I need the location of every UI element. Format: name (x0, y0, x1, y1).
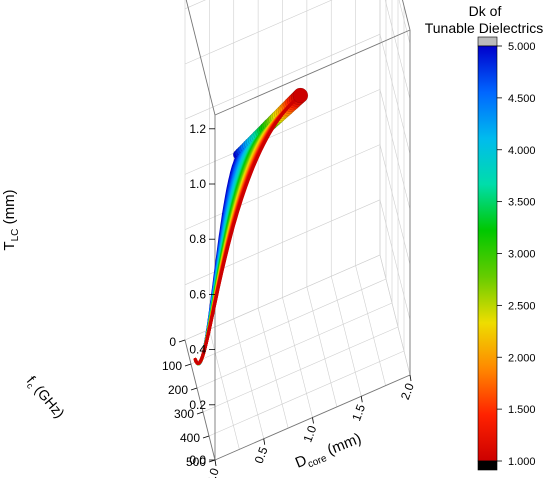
y-tick-mark (184, 363, 192, 367)
y-tick-label: 100 (162, 359, 182, 373)
z-tick-label: 0.0 (189, 453, 206, 467)
z-axis-label-unit: (mm) (1, 189, 18, 228)
colorbar-under-swatch (477, 460, 498, 471)
end-marker-dk-1 (292, 87, 309, 104)
y-axis-ticks: 0 100 200 300 400 500 (162, 335, 216, 469)
grid-line (257, 308, 289, 429)
colorbar-tick-label: 3.000 (508, 249, 536, 261)
y-tick-mark (208, 459, 216, 463)
grid-line (384, 0, 411, 100)
colorbar-tick-label: 1.000 (508, 456, 536, 468)
x-axis-ticks: 0.00.51.01.52.0 (203, 374, 417, 478)
y-tick-label: 0 (169, 335, 176, 349)
colorbar-title-line1: Dk of (469, 3, 502, 19)
frame-edge (184, 339, 216, 461)
x-tick-mark (214, 459, 217, 467)
y-tick-mark (196, 411, 204, 415)
grid-line (184, 89, 381, 175)
z-tick-label: 0.8 (189, 232, 206, 246)
grid-line (379, 254, 411, 376)
y-tick-label: 200 (168, 383, 188, 397)
z-axis-label-main: T (1, 241, 18, 250)
grid-line (306, 286, 338, 407)
colorbar-ticks: 1.000 1.500 2.000 2.500 3.000 3.500 4.000 4.500… (497, 41, 536, 468)
y-tick-mark (202, 435, 210, 439)
x-tick-label: 1.5 (349, 402, 368, 423)
grid-line (196, 302, 393, 389)
y-tick-label: 500 (186, 455, 206, 469)
x-tick-mark (263, 438, 266, 445)
colorbar-gradient (477, 45, 498, 462)
grid-line (202, 326, 399, 413)
colorbar-tick-label: 4.500 (508, 93, 536, 105)
grid-line (184, 0, 333, 65)
grid-line (184, 254, 381, 341)
x-tick-label: 0.5 (252, 445, 271, 466)
grid-line (330, 276, 362, 397)
grid-line (282, 297, 313, 418)
y-tick-label: 400 (180, 431, 200, 445)
y-tick-mark (178, 339, 186, 343)
colorbar-tick-label: 2.000 (508, 352, 536, 364)
grid-line (379, 34, 411, 155)
frame-edge (402, 0, 411, 31)
z-tick-label: 0.2 (189, 398, 206, 412)
colorbar-title-line2: Tunable Dielectrics (425, 20, 544, 36)
colorbar-tick-label: 2.500 (508, 300, 536, 312)
plot-panes (185, 0, 410, 460)
grid-line (233, 318, 265, 439)
grid-line (398, 0, 411, 44)
x-tick-mark (360, 396, 363, 403)
grid-line (190, 278, 387, 365)
z-tick-label: 1.0 (189, 177, 206, 191)
z-axis-label-sub: LC (10, 229, 21, 242)
series-curve-dk-1 (193, 93, 302, 365)
y-axis-label: fc (GHz) (22, 373, 68, 423)
data-curves (193, 87, 309, 366)
x-tick-label: 2.0 (398, 381, 417, 402)
colorbar-tick-label: 5.000 (508, 41, 536, 53)
grid-line (355, 265, 386, 386)
z-axis-ticks: 0.0 0.2 0.4 0.6 0.8 1.0 1.2 (189, 122, 215, 467)
x-tick-mark (409, 374, 412, 382)
x-axis-label-unit: (mm) (321, 430, 364, 460)
z-axis-label: TLC (mm) (1, 189, 21, 250)
z-tick-label: 0.6 (189, 287, 206, 301)
frame-edge (214, 29, 411, 116)
colorbar-over-swatch (477, 36, 498, 47)
z-tick-label: 1.2 (189, 122, 206, 136)
grid-line (184, 33, 381, 120)
y-axis-label-unit: (GHz) (29, 379, 68, 421)
grid-line (379, 144, 411, 265)
x-tick-mark (312, 417, 314, 424)
grid-line (379, 89, 411, 210)
grid-line (208, 350, 405, 437)
grid-line (379, 199, 411, 320)
y-axis-label-sub: c (25, 381, 36, 391)
y-tick-label: 300 (174, 407, 194, 421)
frame-edge (185, 0, 216, 116)
z-tick-label: 0.4 (189, 343, 206, 357)
colorbar-tick-label: 3.500 (508, 197, 536, 209)
y-tick-mark (190, 387, 198, 391)
colorbar-tick-label: 4.000 (508, 145, 536, 157)
colorbar-tick-label: 1.500 (508, 404, 536, 416)
x-tick-label: 1.0 (300, 423, 319, 444)
grid-line (184, 144, 381, 230)
pane-1 (380, 0, 410, 375)
